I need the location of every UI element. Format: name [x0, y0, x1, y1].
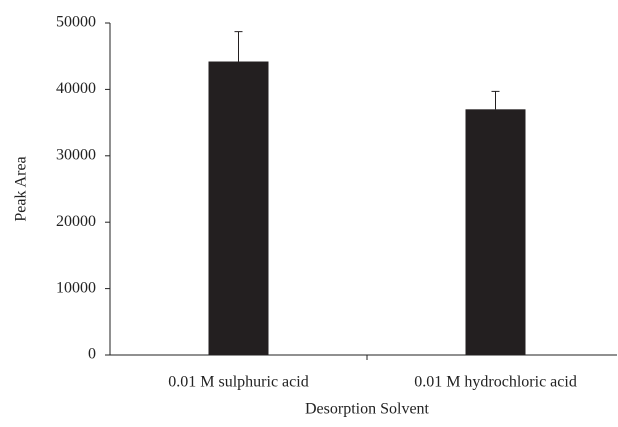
bar: [465, 109, 526, 355]
y-tick-label: 10000: [56, 279, 96, 296]
error-bar: [491, 90, 500, 110]
x-tick-label: 0.01 M hydrochloric acid: [414, 374, 577, 391]
y-tick-label: 30000: [56, 146, 96, 163]
error-bar: [234, 31, 243, 62]
y-tick-label: 40000: [56, 80, 96, 97]
y-tick-label: 50000: [56, 14, 96, 31]
x-axis-label: Desorption Solvent: [305, 401, 430, 418]
bar: [208, 61, 269, 356]
y-axis-label: Peak Area: [13, 156, 30, 221]
y-tick-label: 0: [88, 346, 96, 363]
y-tick-label: 20000: [56, 213, 96, 230]
x-tick-label: 0.01 M sulphuric acid: [168, 374, 308, 391]
